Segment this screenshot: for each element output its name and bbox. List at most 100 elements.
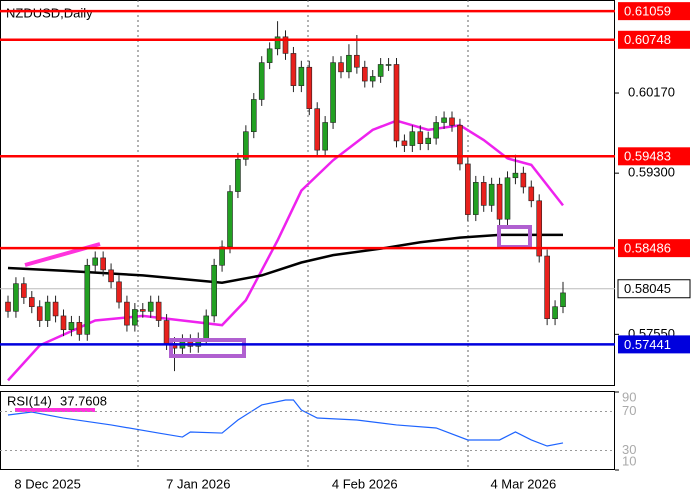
candle-body [346,54,352,73]
candle-body [52,301,59,317]
level-label: 0.61059 [624,4,671,19]
candle-body [528,186,535,202]
candle-body [21,283,27,298]
level-label: 0.58486 [624,241,671,256]
candle-body [100,257,106,271]
candle-body [441,117,447,123]
candle-body [512,172,519,179]
candle-body [330,62,336,123]
candle-body [84,264,91,335]
level-label-box [618,239,690,258]
candle-body [147,301,154,312]
main-frame [0,0,615,386]
level-label: 0.57441 [624,337,671,352]
highlight-box [497,225,532,249]
chart-title: NZDUSD,Daily [6,5,93,20]
candle-body [488,183,495,206]
candle-body [465,163,471,215]
rsi-title: RSI(14) [7,393,52,408]
candle-body [92,257,99,266]
candle-body [306,66,313,109]
candle-body [124,301,130,326]
candle-body [552,306,558,319]
candle-body [274,36,281,50]
x-tick-label: 8 Dec 2025 [14,476,81,491]
y-tick-label: 70 [622,403,636,418]
y-tick-label: 10 [622,453,636,468]
y-tick-label: 90 [622,389,636,404]
candle-body [108,269,114,283]
candle-body [433,122,439,139]
x-tick-label: 7 Jan 2026 [166,476,230,491]
candle-body [243,131,249,160]
candle-body [361,66,368,82]
candle-body [116,281,122,303]
candle-body [219,246,225,266]
candle-body [36,306,43,321]
y-tick-label: 30 [622,442,636,457]
candle-body [338,62,344,73]
candle-body [13,283,19,312]
candle-body [417,131,424,144]
indicator-line [7,119,564,382]
candle-body [235,159,241,192]
candle-body [155,301,162,321]
candle-body [401,140,408,146]
y-tick-label: 0.60170 [628,84,675,99]
candle-body [211,264,217,317]
candle-body [449,117,455,126]
level-label-box [618,147,690,166]
level-label-box [618,335,690,354]
candle-body [44,301,51,321]
candle-body [377,64,384,77]
candle-body [354,54,360,68]
level-label-box [618,2,690,21]
candle-body [536,200,543,257]
candle-body [393,64,400,142]
x-tick-label: 4 Mar 2026 [490,476,556,491]
candle-body [425,137,432,144]
last-price-label: 0.58045 [624,281,671,296]
level-label-box [618,30,690,49]
indicator-line [7,233,563,285]
highlight-box [169,338,246,358]
candle-body [290,53,297,86]
candle-body [60,315,67,331]
candle-body [544,255,550,319]
x-tick-label: 4 Feb 2026 [332,476,398,491]
candle-body [322,122,328,151]
y-tick-label: 0.59300 [628,165,675,180]
candle-body [163,320,170,344]
candle-body [76,322,83,335]
rsi-value: 37.7608 [60,393,107,408]
last-price-box [617,279,691,299]
candle-body [520,172,527,188]
candle-body [139,309,146,312]
candle-body [68,322,75,331]
candle-body [472,182,479,215]
plot-area [0,21,615,447]
candle-body [282,36,289,54]
candle-body [409,131,416,146]
level-label: 0.60748 [624,32,671,47]
candle-body [560,292,566,308]
candle-body [457,124,463,165]
indicator-line [7,399,564,447]
candle-body [5,301,11,312]
candle-body [504,177,511,220]
candle-body [250,99,257,133]
candle-body [314,108,321,151]
level-label: 0.59483 [624,149,671,164]
candle-body [132,309,138,326]
candle-body [385,64,392,66]
candle-body [369,76,376,82]
candle-body [258,62,265,100]
candle-body [266,48,273,63]
candle-body [203,315,210,340]
candle-body [496,183,503,220]
candle-body [298,66,305,86]
candle-body [28,297,35,308]
candle-body [480,182,487,206]
candle-body [227,191,233,248]
